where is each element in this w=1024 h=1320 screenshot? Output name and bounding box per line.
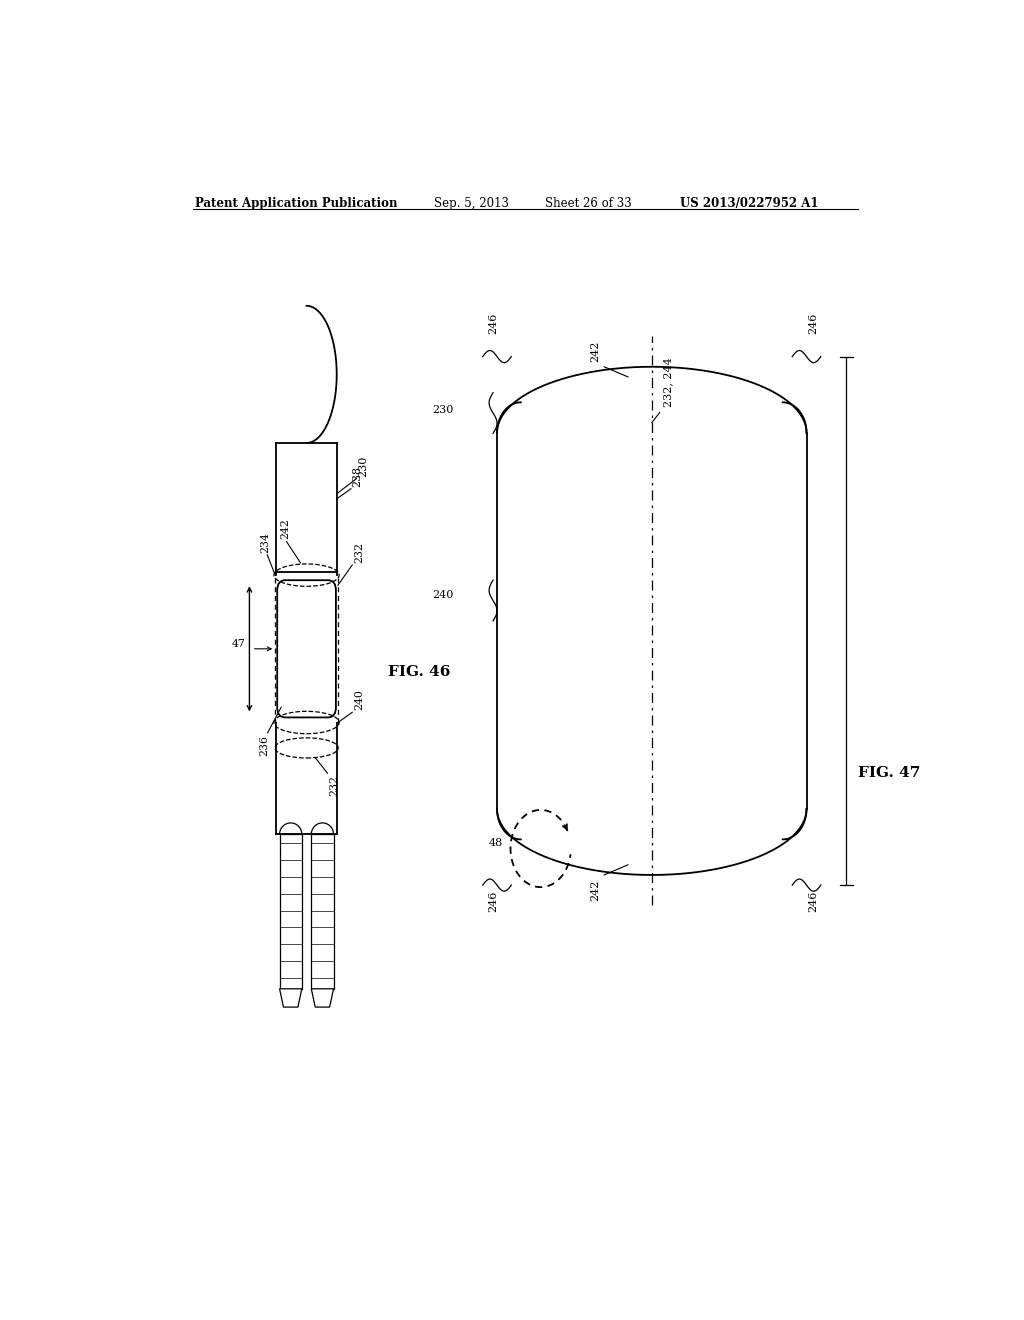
Text: 240: 240 [432, 590, 454, 601]
Text: Patent Application Publication: Patent Application Publication [196, 197, 398, 210]
Text: 246: 246 [808, 313, 818, 334]
Text: 230: 230 [432, 405, 454, 414]
Text: 240: 240 [354, 689, 364, 710]
Text: US 2013/0227952 A1: US 2013/0227952 A1 [680, 197, 818, 210]
Text: 246: 246 [488, 890, 498, 912]
Text: 246: 246 [488, 313, 498, 334]
Polygon shape [280, 989, 302, 1007]
Text: 236: 236 [259, 735, 269, 755]
Text: 242: 242 [280, 517, 290, 539]
Polygon shape [311, 989, 334, 1007]
Text: 238: 238 [352, 466, 362, 487]
Text: 47: 47 [231, 639, 246, 648]
Text: 232: 232 [329, 775, 339, 796]
Text: 48: 48 [488, 838, 503, 849]
Text: 232, 244: 232, 244 [664, 358, 674, 408]
Text: 242: 242 [590, 880, 600, 902]
Text: 232: 232 [354, 543, 364, 562]
Text: 234: 234 [260, 532, 270, 553]
Text: 230: 230 [358, 455, 369, 477]
Text: FIG. 46: FIG. 46 [388, 665, 451, 678]
Text: 242: 242 [590, 341, 600, 362]
FancyBboxPatch shape [311, 834, 334, 989]
Text: Sep. 5, 2013: Sep. 5, 2013 [433, 197, 509, 210]
Text: FIG. 47: FIG. 47 [858, 767, 921, 780]
Text: 246: 246 [808, 890, 818, 912]
FancyBboxPatch shape [280, 834, 302, 989]
Text: Sheet 26 of 33: Sheet 26 of 33 [545, 197, 632, 210]
